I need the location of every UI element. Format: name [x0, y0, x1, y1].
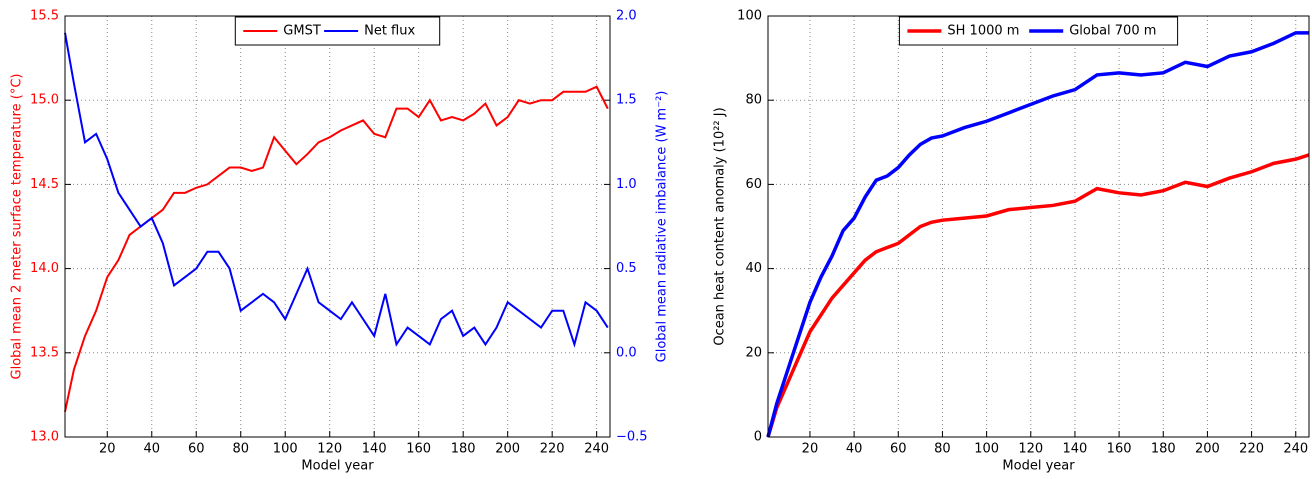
legend: GMST Net flux	[234, 16, 441, 46]
x-tick-label: 120	[1018, 442, 1043, 457]
x-tick-label: 60	[188, 442, 205, 457]
y-tick-label: 20	[745, 345, 762, 360]
y-axis-label: Ocean heat content anomaly (10²² J)	[713, 107, 728, 345]
x-tick-label: 240	[584, 442, 609, 457]
x-tick-label: 100	[273, 442, 298, 457]
y-tick-label: 100	[737, 9, 762, 24]
y-axis-label: Global mean 2 meter surface temperature …	[10, 74, 25, 380]
x-tick-label: 180	[451, 442, 476, 457]
x-tick-label: 200	[495, 442, 520, 457]
plot-frame	[64, 15, 611, 438]
legend-label: SH 1000 m	[947, 24, 1019, 39]
y-tick-label: 60	[745, 177, 762, 192]
x-tick-label: 40	[143, 442, 160, 457]
x-tick-label: 120	[317, 442, 342, 457]
y-tick-label: 14.5	[30, 177, 59, 192]
series-line	[766, 31, 1309, 438]
series-line	[64, 85, 609, 412]
x-tick-label: 80	[934, 442, 951, 457]
series-line	[766, 153, 1310, 438]
x-tick-label: 200	[1195, 442, 1220, 457]
x-tick-label: 160	[1107, 442, 1132, 457]
y-tick-label: 13.0	[30, 430, 59, 445]
y-tick-label: 40	[745, 261, 762, 276]
y2-tick-label: −0.5	[616, 430, 648, 445]
plot-frame	[767, 15, 1310, 438]
x-tick-label: 40	[846, 442, 863, 457]
y-tick-label: 15.0	[30, 93, 59, 108]
x-tick-label: 20	[802, 442, 819, 457]
legend: SH 1000 m Global 700 m	[898, 16, 1179, 46]
y2-tick-label: 0.5	[616, 261, 637, 276]
x-tick-label: 60	[890, 442, 907, 457]
y2-tick-label: 1.0	[616, 177, 637, 192]
x-tick-label: 100	[974, 442, 999, 457]
y-tick-label: 13.5	[30, 345, 59, 360]
x-tick-label: 80	[232, 442, 249, 457]
x-tick-label: 220	[540, 442, 565, 457]
x-axis-label: Model year	[1002, 459, 1075, 474]
y-tick-label: 80	[745, 93, 762, 108]
y2-tick-label: 1.5	[616, 93, 637, 108]
x-tick-label: 240	[1283, 442, 1308, 457]
x-tick-label: 140	[1063, 442, 1088, 457]
legend-label: Global 700 m	[1069, 24, 1156, 39]
y-tick-label: 15.5	[30, 9, 59, 24]
x-tick-label: 160	[406, 442, 431, 457]
legend-label: GMST	[283, 24, 321, 39]
y2-axis-label: Global mean radiative imbalance (W m⁻²)	[655, 91, 670, 363]
y-tick-label: 14.0	[30, 261, 59, 276]
y2-tick-label: 0.0	[616, 345, 637, 360]
x-tick-label: 140	[362, 442, 387, 457]
y-tick-label: 0	[754, 430, 762, 445]
x-tick-label: 220	[1239, 442, 1264, 457]
x-tick-label: 180	[1151, 442, 1176, 457]
x-tick-label: 20	[99, 442, 116, 457]
y2-tick-label: 2.0	[616, 9, 637, 24]
x-axis-label: Model year	[301, 459, 374, 474]
series-line	[64, 32, 609, 348]
legend-label: Net flux	[364, 24, 415, 39]
